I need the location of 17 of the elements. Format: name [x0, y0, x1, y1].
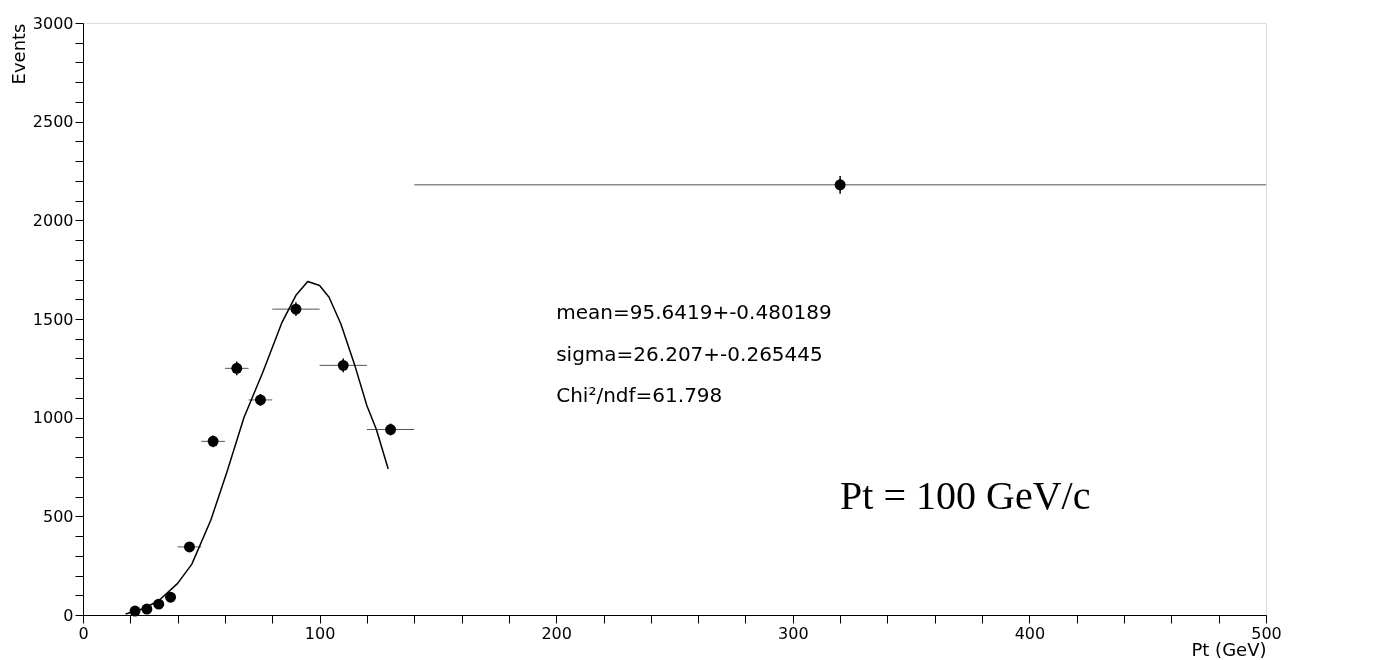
- x-tick-label: 400: [1014, 623, 1046, 643]
- y-axis-title: Events: [7, 23, 29, 85]
- x-tick-label: 0: [78, 623, 89, 643]
- y-tick-label: 500: [42, 506, 74, 526]
- y-tick-label: 1000: [32, 408, 74, 428]
- y-tick-label: 2000: [32, 210, 74, 230]
- annotation: Chi²/ndf=61.798: [556, 382, 723, 407]
- annotation: sigma=26.207+-0.265445: [556, 341, 823, 366]
- x-tick-label: 100: [304, 623, 336, 643]
- y-tick-label: 3000: [32, 13, 74, 33]
- x-tick-label: 200: [541, 623, 572, 643]
- x-tick-label: 300: [778, 623, 809, 643]
- annotation: mean=95.6419+-0.480189: [556, 300, 832, 325]
- annotation: Pt = 100 GeV/c: [840, 472, 1091, 518]
- y-tick-label: 2500: [32, 112, 74, 132]
- y-tick-label: 1500: [32, 309, 74, 329]
- y-tick-label: 0: [63, 605, 74, 625]
